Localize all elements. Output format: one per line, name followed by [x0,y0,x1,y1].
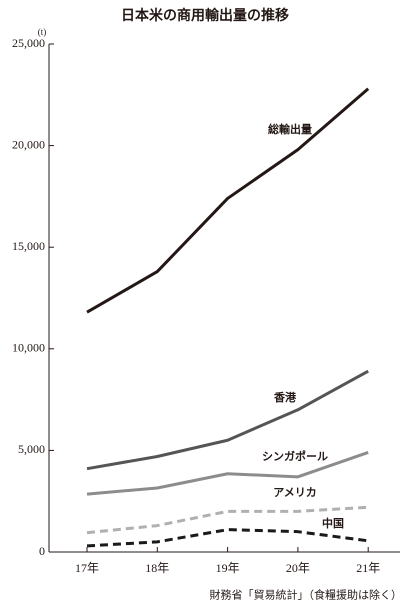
series-label: 香港 [273,390,297,404]
series-line [86,505,369,535]
series-line [86,87,370,314]
y-unit: (t) [38,27,47,37]
x-tick-label: 21年 [356,561,380,575]
series-line [86,369,369,471]
series-label: 総輸出量 [268,122,312,136]
source: 財務省「貿易統計」（食糧援助は除く） [210,588,403,602]
series-label: アメリカ [273,486,316,499]
y-tick-label: 0 [39,544,45,558]
y-tick-label: 10,000 [12,341,45,355]
x-tick-label: 17年 [75,561,99,575]
series-label: 中国 [322,516,344,530]
x-tick-label: 18年 [145,561,169,575]
series-line [86,451,369,496]
y-tick-label: 25,000 [12,36,45,50]
series-line [86,528,369,548]
y-tick-label: 20,000 [12,137,45,151]
chart-title: 日本米の商用輸出量の推移 [121,7,289,24]
y-tick-label: 5,000 [18,442,45,456]
x-tick-label: 19年 [216,561,240,575]
series-label: シンガポール [262,449,328,463]
y-tick-label: 15,000 [12,239,45,253]
x-tick-label: 20年 [286,561,310,575]
